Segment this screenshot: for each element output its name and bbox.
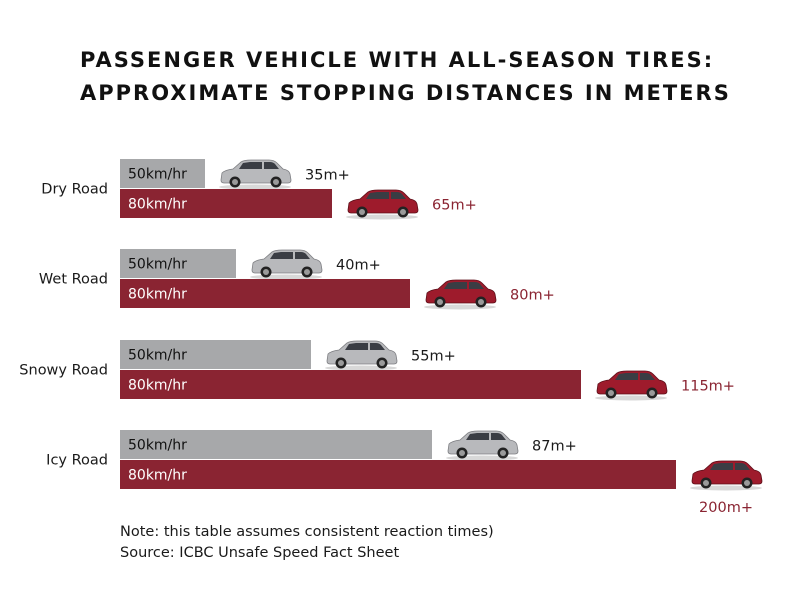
chart-title: PASSENGER VEHICLE WITH ALL-SEASON TIRES:… bbox=[80, 44, 780, 110]
bar-80kmh bbox=[120, 189, 332, 218]
bar-series-label: 80km/hr bbox=[128, 468, 187, 484]
silver-suv-icon bbox=[219, 159, 292, 190]
bar-50kmh bbox=[120, 340, 311, 369]
distance-label: 115m+ bbox=[681, 379, 735, 395]
bar-50kmh bbox=[120, 430, 432, 459]
chart-source: Source: ICBC Unsafe Speed Fact Sheet bbox=[120, 545, 400, 561]
bar-series-label: 50km/hr bbox=[128, 348, 187, 364]
chart-title-line-2: APPROXIMATE STOPPING DISTANCES IN METERS bbox=[80, 81, 731, 105]
bar-50kmh bbox=[120, 249, 236, 278]
category-label: Icy Road bbox=[46, 453, 108, 469]
chart-notes: Note: this table assumes consistent reac… bbox=[120, 522, 494, 564]
bar-50kmh bbox=[120, 159, 205, 188]
distance-label: 87m+ bbox=[532, 439, 577, 455]
category-label: Snowy Road bbox=[19, 363, 108, 379]
bar-series-label: 80km/hr bbox=[128, 197, 187, 213]
distance-label: 40m+ bbox=[336, 258, 381, 274]
bar-series-label: 80km/hr bbox=[128, 378, 187, 394]
category-label: Wet Road bbox=[39, 272, 108, 288]
bar-series-label: 50km/hr bbox=[128, 167, 187, 183]
bar-series-label: 50km/hr bbox=[128, 257, 187, 273]
chart-title-line-1: PASSENGER VEHICLE WITH ALL-SEASON TIRES: bbox=[80, 48, 715, 72]
distance-label: 35m+ bbox=[305, 168, 350, 184]
silver-suv-icon bbox=[325, 340, 398, 371]
distance-label: 55m+ bbox=[411, 349, 456, 365]
red-suv-icon bbox=[595, 370, 668, 401]
silver-suv-icon bbox=[250, 249, 323, 280]
bar-series-label: 50km/hr bbox=[128, 438, 187, 454]
distance-label: 65m+ bbox=[432, 198, 477, 214]
distance-label: 80m+ bbox=[510, 288, 555, 304]
distance-label: 200m+ bbox=[699, 500, 753, 516]
silver-suv-icon bbox=[446, 430, 519, 461]
red-suv-icon bbox=[346, 189, 419, 220]
bar-80kmh bbox=[120, 460, 676, 489]
chart-note: Note: this table assumes consistent reac… bbox=[120, 524, 494, 540]
bar-80kmh bbox=[120, 279, 410, 308]
bar-series-label: 80km/hr bbox=[128, 287, 187, 303]
bar-80kmh bbox=[120, 370, 581, 399]
red-suv-icon bbox=[424, 279, 497, 310]
red-suv-icon bbox=[690, 460, 763, 491]
category-label: Dry Road bbox=[41, 182, 108, 198]
